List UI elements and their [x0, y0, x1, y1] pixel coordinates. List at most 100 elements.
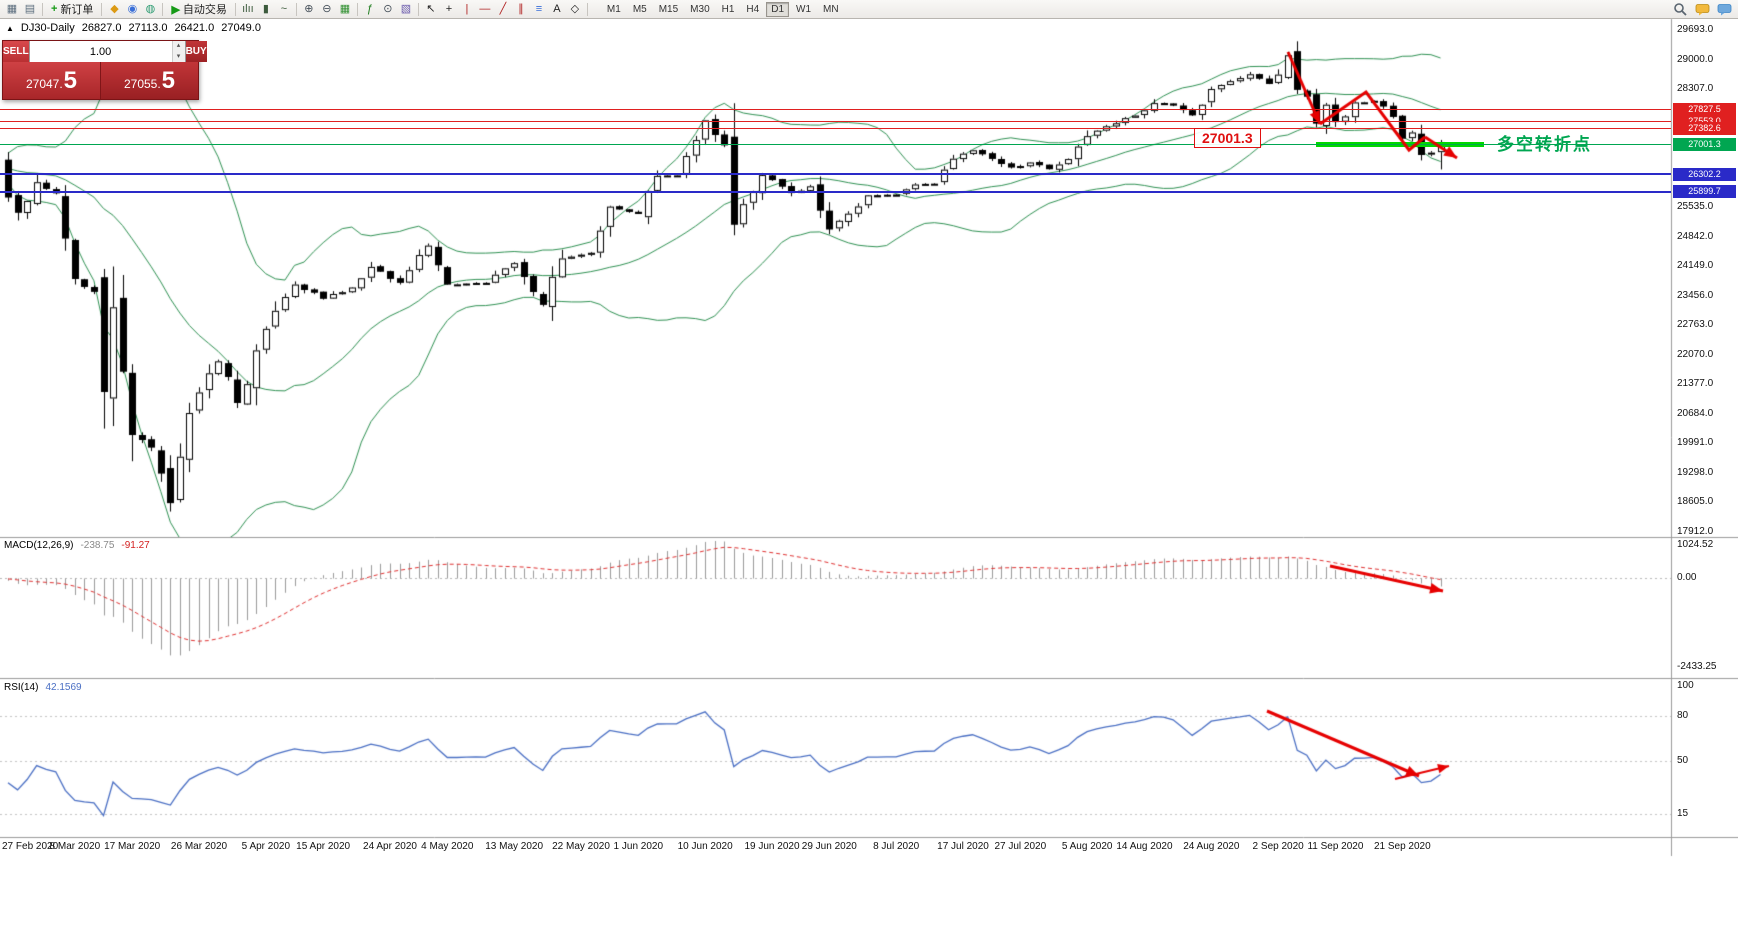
chart-info-line: ▲ DJ30-Daily 26827.0 27113.0 26421.0 270…	[6, 22, 261, 34]
horizontal-level-line-resistance-2[interactable]	[0, 121, 1671, 122]
date-axis-label: 2 Sep 2020	[1252, 841, 1304, 852]
timeframe-m30-button[interactable]: M30	[690, 3, 710, 15]
toolbar-separator	[586, 2, 588, 16]
trade-panel-prices-row: 27047. 5 27055. 5	[3, 62, 198, 99]
date-axis-label: 27 Jul 2020	[994, 841, 1047, 852]
ohlc-low: 26421.0	[174, 22, 215, 34]
volume-up-button[interactable]: ▴	[172, 41, 185, 52]
price-axis-label: 28307.0	[1677, 83, 1714, 95]
date-axis-label: 14 Aug 2020	[1116, 841, 1173, 852]
price-axis-label: 22763.0	[1677, 319, 1714, 331]
date-axis-label: 24 Apr 2020	[363, 841, 417, 852]
timeframe-h4-button[interactable]: H4	[746, 3, 760, 15]
date-axis-label: 5 Aug 2020	[1061, 841, 1113, 852]
price-axis-label: 18605.0	[1677, 496, 1714, 508]
templates-icon[interactable]: ▧	[400, 2, 412, 15]
timeframe-d1-button[interactable]: D1	[766, 1, 790, 17]
toolbar-separator	[417, 2, 419, 16]
community-icon[interactable]: ◉	[127, 2, 138, 15]
sell-price-display[interactable]: 27047. 5	[3, 62, 100, 99]
fibonacci-icon[interactable]: ≡	[535, 2, 543, 15]
wand-icon[interactable]: ◆	[110, 2, 119, 15]
price-axis-label: 17912.0	[1677, 526, 1714, 537]
macd-axis-label: -2433.25	[1677, 661, 1717, 672]
auto-trading-button-label: 自动交易	[182, 4, 227, 16]
trendline-icon[interactable]: ╱	[499, 2, 507, 15]
timeframe-h1-button[interactable]: H1	[721, 3, 735, 15]
date-axis-label: 15 Apr 2020	[296, 841, 351, 852]
one-click-trading-panel: SELL ▴ ▾ BUY 27047.5 27055.5	[2, 40, 207, 100]
price-level-tag: 27001.3	[1673, 138, 1736, 151]
turning-point-text[interactable]: 多空转折点	[1497, 135, 1592, 154]
macd-axis-label: 0.00	[1677, 572, 1697, 583]
zoom-in-icon[interactable]: ⊕	[304, 2, 314, 15]
zoom-out-icon[interactable]: ⊖	[322, 2, 332, 15]
timeframe-m15-button[interactable]: M15	[658, 3, 679, 15]
date-axis-label: 17 Jul 2020	[937, 841, 989, 852]
periods-icon[interactable]: ⊙	[383, 2, 393, 15]
buy-price-pip: 5	[161, 66, 176, 94]
indicators-icon[interactable]: ƒ	[366, 2, 373, 15]
horizontal-level-line-support-1[interactable]	[0, 173, 1671, 175]
search-icon[interactable]	[1671, 1, 1689, 17]
ohlc-open: 26827.0	[81, 22, 122, 34]
toolbar-separator	[295, 2, 297, 16]
rsi-name: RSI(14)	[4, 682, 39, 693]
candlestick-chart-icon[interactable]: ▮	[262, 2, 269, 15]
bar-chart-icon[interactable]: ılıı	[242, 2, 254, 15]
volume-spinner: ▴ ▾	[171, 41, 185, 62]
horizontal-line-icon[interactable]: ―	[479, 2, 491, 15]
date-axis-label: 13 May 2020	[485, 841, 544, 852]
volume-input[interactable]	[29, 41, 172, 62]
toolbar-separator	[234, 2, 236, 16]
horizontal-level-line-support-2[interactable]	[0, 191, 1671, 193]
buy-button[interactable]: BUY	[185, 41, 207, 62]
price-axis-label: 23456.0	[1677, 289, 1714, 301]
line-chart-icon[interactable]: ~	[280, 2, 288, 15]
volume-down-button[interactable]: ▾	[172, 51, 185, 62]
date-axis-label: 21 Sep 2020	[1373, 841, 1431, 852]
volume-stepper: ▴ ▾	[28, 41, 186, 62]
crosshair-icon[interactable]: +	[445, 2, 453, 15]
chat-icon[interactable]	[1693, 1, 1711, 17]
macd-signal-value: -91.27	[121, 540, 150, 551]
new-chart-icon[interactable]: ▦	[6, 2, 18, 15]
rsi-indicator-label: RSI(14) 42.1569	[4, 682, 82, 693]
timeframe-w1-button[interactable]: W1	[796, 3, 812, 15]
macd-axis-label: 1024.52	[1677, 539, 1714, 550]
date-axis-label: 4 May 2020	[421, 841, 474, 852]
shapes-icon[interactable]: ◇	[570, 2, 580, 15]
vertical-line-icon[interactable]: |	[465, 2, 469, 15]
buy-price-display[interactable]: 27055. 5	[100, 62, 198, 99]
price-callout-label[interactable]: 27001.3	[1194, 128, 1261, 148]
auto-trading-button[interactable]: ▶ 自动交易	[166, 1, 231, 17]
market-icon[interactable]: ◍	[145, 2, 156, 15]
timeframe-m5-button[interactable]: M5	[632, 3, 647, 15]
date-axis-label: 10 Jun 2020	[677, 841, 733, 852]
new-order-button[interactable]: + 新订单	[46, 1, 98, 17]
horizontal-level-line-resistance-1[interactable]	[0, 109, 1671, 110]
timeframe-m1-button[interactable]: M1	[606, 3, 621, 15]
text-icon[interactable]: A	[553, 2, 561, 15]
rsi-axis-label: 15	[1677, 807, 1689, 819]
price-axis-label: 19991.0	[1677, 437, 1714, 449]
rsi-axis-label: 80	[1677, 710, 1689, 721]
timeframe-mn-button[interactable]: MN	[823, 3, 839, 15]
macd-main-value: -238.75	[80, 540, 115, 551]
toolbar-separator	[356, 2, 358, 16]
horizontal-level-line-resistance-3[interactable]	[0, 128, 1671, 129]
tile-windows-icon[interactable]: ▦	[339, 2, 351, 15]
community-chat-icon[interactable]	[1715, 1, 1733, 17]
date-axis-label: 17 Mar 2020	[104, 841, 161, 852]
channel-icon[interactable]: ∥	[518, 2, 524, 15]
symbol-period-label: DJ30-Daily	[20, 22, 75, 34]
horizontal-level-line-pivot[interactable]	[0, 144, 1671, 145]
sell-button[interactable]: SELL	[3, 41, 29, 62]
one-click-collapse-arrow[interactable]: ▲	[6, 23, 14, 33]
price-axis-label: 22070.0	[1677, 348, 1714, 360]
cursor-icon[interactable]: ↖	[426, 2, 436, 15]
profiles-icon[interactable]: ▤	[24, 2, 36, 15]
date-axis-label: 8 Jul 2020	[873, 841, 920, 852]
